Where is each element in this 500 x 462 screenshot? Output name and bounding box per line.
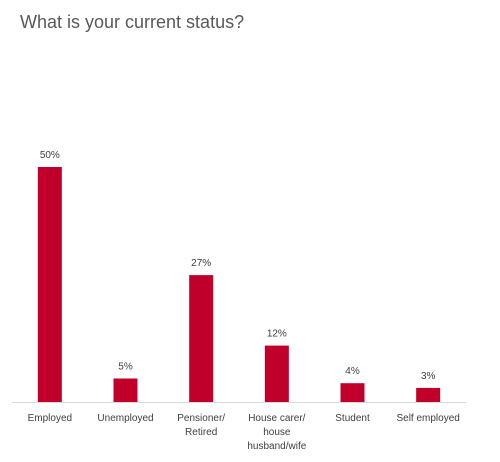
category-label-4: Student [335,413,370,424]
category-label-1: Unemployed [97,413,153,424]
data-labels-group: 50% 5% 27% 12% 4% 3% [40,150,436,382]
data-label-2: 27% [191,258,211,269]
data-label-4: 4% [345,366,360,377]
bar-2 [189,275,214,402]
bar-0 [37,167,62,402]
chart-title: What is your current status? [20,12,245,32]
data-label-0: 50% [40,150,60,161]
data-label-3: 12% [267,329,287,340]
category-label-line: Unemployed [97,413,153,424]
category-labels-group: Employed Unemployed Pensioner/Retired House… [28,413,460,452]
category-label-line: Pensioner/ [177,413,225,424]
category-label-line: Retired [185,427,217,438]
category-label-line: house [263,427,291,438]
category-label-0: Employed [28,413,72,424]
category-label-line: Student [335,413,370,424]
bar-4 [340,383,365,402]
category-label-2: Pensioner/Retired [177,413,225,438]
category-label-3: House carer/house husband/wife [247,413,306,452]
bar-1 [113,378,138,402]
bars-group [37,167,441,402]
data-label-5: 3% [421,371,436,382]
category-label-line: House carer/ [248,413,305,424]
bar-5 [416,387,441,402]
category-label-line: husband/wife [247,441,306,452]
category-label-5: Self employed [396,413,459,424]
bar-3 [264,345,289,402]
data-label-1: 5% [118,362,133,373]
category-label-line: Employed [28,413,72,424]
category-label-line: Self employed [396,413,459,424]
